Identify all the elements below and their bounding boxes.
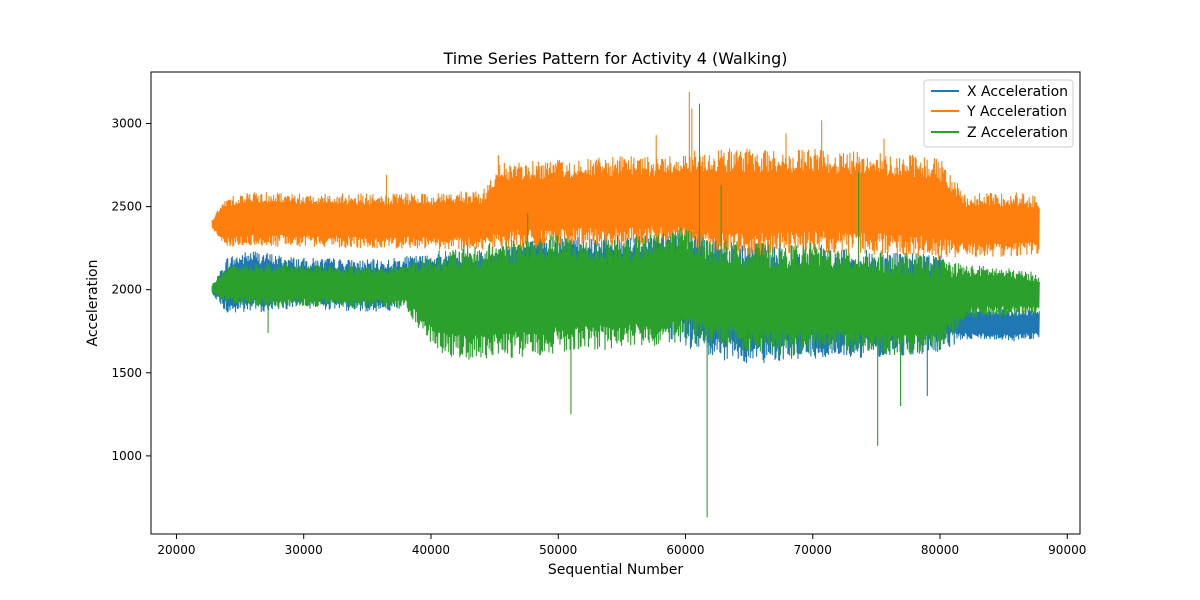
y-axis-ticks: 1000 1500 2000 2500 3000: [111, 117, 151, 463]
y-tick-label: 2000: [111, 283, 142, 297]
chart-title: Time Series Pattern for Activity 4 (Walk…: [443, 49, 788, 68]
x-tick-label: 50000: [539, 543, 577, 557]
x-tick-label: 80000: [921, 543, 959, 557]
x-axis-ticks: 20000 30000 40000 50000 60000 70000 80000 90000: [157, 534, 1086, 557]
series-line-y-acceleration: [211, 91, 1040, 259]
y-tick-label: 3000: [111, 117, 142, 131]
y-axis-label: Acceleration: [85, 260, 101, 347]
x-tick-label: 30000: [285, 543, 323, 557]
plot-frame: [150, 71, 1081, 535]
y-tick-label: 2500: [111, 200, 142, 214]
x-tick-label: 60000: [666, 543, 704, 557]
x-tick-label: 90000: [1048, 543, 1086, 557]
legend-frame: [923, 79, 1074, 148]
series-layer: [211, 91, 1040, 518]
legend-label-z: Z Acceleration: [967, 125, 1068, 141]
legend-label-x: X Acceleration: [967, 84, 1068, 100]
x-tick-label: 20000: [157, 543, 195, 557]
x-axis-label: Sequential Number: [548, 562, 684, 578]
x-tick-label: 40000: [412, 543, 450, 557]
legend-label-y: Y Acceleration: [966, 104, 1067, 120]
series-line-z-acceleration: [211, 103, 1040, 518]
y-tick-label: 1000: [111, 449, 142, 463]
y-tick-label: 1500: [111, 366, 142, 380]
x-tick-label: 70000: [794, 543, 832, 557]
legend: X Acceleration Y Acceleration Z Accelera…: [923, 79, 1074, 148]
